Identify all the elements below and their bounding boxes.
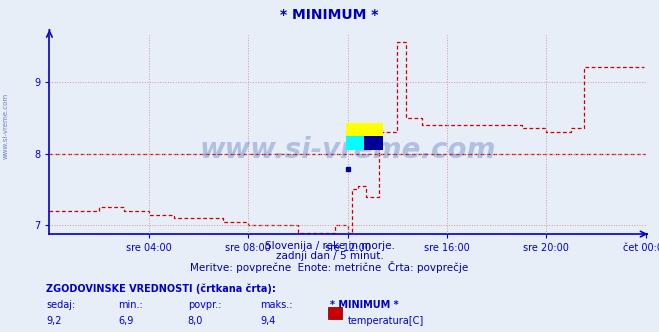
Text: * MINIMUM *: * MINIMUM * bbox=[280, 8, 379, 22]
Text: ZGODOVINSKE VREDNOSTI (črtkana črta):: ZGODOVINSKE VREDNOSTI (črtkana črta): bbox=[46, 284, 276, 294]
Bar bbox=[345, 123, 383, 136]
Text: sedaj:: sedaj: bbox=[46, 300, 75, 310]
Text: * MINIMUM *: * MINIMUM * bbox=[330, 300, 398, 310]
Text: 6,9: 6,9 bbox=[119, 316, 134, 326]
Text: 9,4: 9,4 bbox=[260, 316, 275, 326]
Bar bbox=[364, 136, 383, 150]
Text: zadnji dan / 5 minut.: zadnji dan / 5 minut. bbox=[275, 251, 384, 261]
Text: 9,2: 9,2 bbox=[46, 316, 62, 326]
Text: min.:: min.: bbox=[119, 300, 144, 310]
Text: Meritve: povprečne  Enote: metrične  Črta: povprečje: Meritve: povprečne Enote: metrične Črta:… bbox=[190, 261, 469, 273]
Text: temperatura[C]: temperatura[C] bbox=[347, 316, 424, 326]
Text: 8,0: 8,0 bbox=[188, 316, 203, 326]
Text: povpr.:: povpr.: bbox=[188, 300, 221, 310]
Text: Slovenija / reke in morje.: Slovenija / reke in morje. bbox=[264, 241, 395, 251]
Text: www.si-vreme.com: www.si-vreme.com bbox=[2, 93, 9, 159]
Text: maks.:: maks.: bbox=[260, 300, 293, 310]
Text: www.si-vreme.com: www.si-vreme.com bbox=[200, 136, 496, 164]
Bar bbox=[345, 136, 364, 150]
